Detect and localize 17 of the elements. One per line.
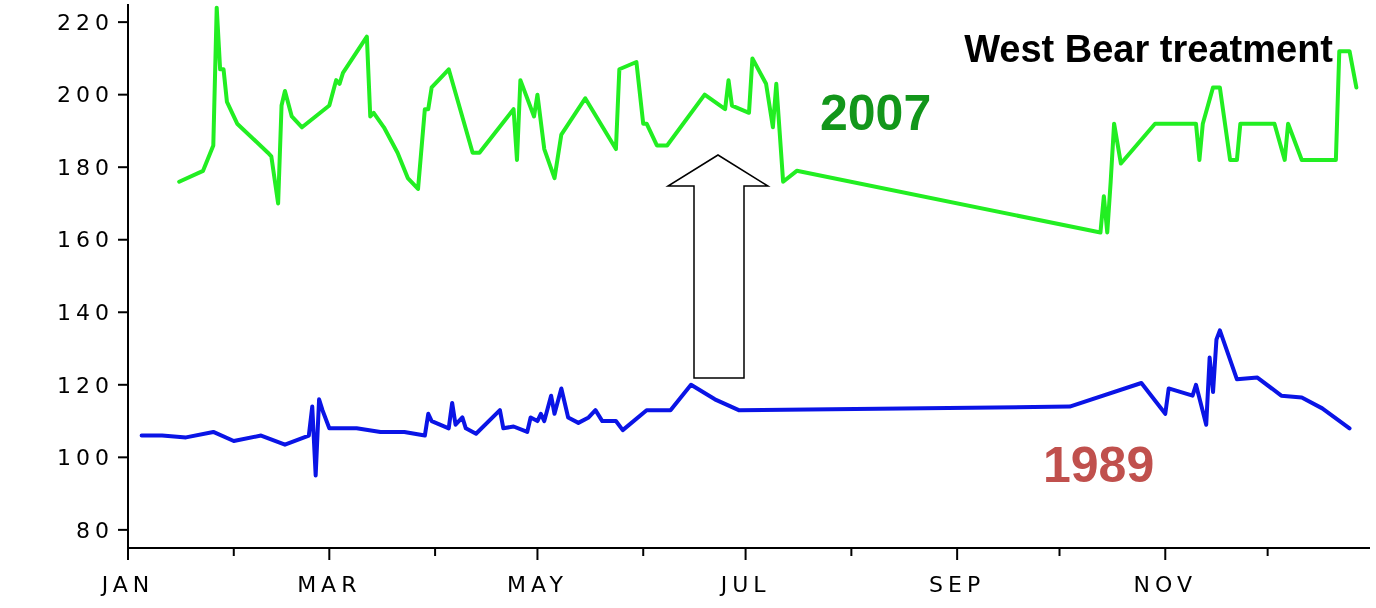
x-tick-label: MAR <box>297 572 362 597</box>
y-tick-label: 200 <box>57 82 114 108</box>
series-label: 1989 <box>1043 437 1155 493</box>
series-label: 2007 <box>820 85 932 141</box>
x-tick-label: MAY <box>507 572 568 597</box>
y-tick-label: 180 <box>57 154 114 180</box>
y-tick-label: 140 <box>57 299 114 325</box>
x-tick-label: SEP <box>929 572 986 597</box>
y-tick-label: 80 <box>76 517 114 543</box>
x-tick-label: NOV <box>1133 572 1197 597</box>
y-tick-label: 100 <box>57 445 114 471</box>
y-tick-label: 120 <box>57 372 114 398</box>
y-tick-label: 220 <box>57 9 114 35</box>
x-tick-label: JUL <box>718 572 771 597</box>
x-tick-label: JAN <box>99 572 155 597</box>
annotation: West Bear treatment <box>964 28 1334 70</box>
y-tick-label: 160 <box>57 227 114 253</box>
